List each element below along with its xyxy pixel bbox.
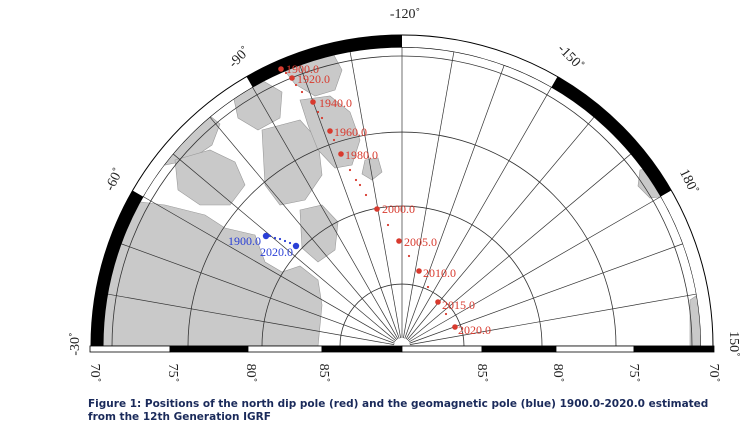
frame-segment (132, 76, 253, 197)
meridian-line (404, 64, 505, 339)
geomagnetic-pole-label: 2020.0 (260, 245, 293, 259)
latitude-label: 85˚ (316, 363, 331, 383)
longitude-label: -120˚ (389, 7, 421, 22)
dip-pole-label: 1960.0 (334, 125, 367, 139)
geomagnetic-pole-track-dot (283, 239, 287, 243)
meridian-line (406, 116, 595, 341)
latitude-label: 80˚ (243, 363, 258, 383)
geomagnetic-pole-track-dot (268, 234, 272, 238)
dip-pole-track-dot (358, 183, 362, 187)
map-frame (89, 34, 715, 353)
latitude-label: 70˚ (87, 363, 102, 383)
dip-pole-track-dot (316, 110, 320, 114)
meridian-line (408, 196, 662, 343)
latitude-label: 75˚ (165, 363, 180, 383)
latitude-label: 80˚ (550, 363, 565, 383)
dip-pole-track-dot (294, 83, 298, 87)
dip-pole-label: 2005.0 (404, 235, 437, 249)
meridian-line (252, 86, 399, 340)
latitude-label: 70˚ (706, 363, 721, 383)
frame-segment (91, 190, 144, 347)
meridian-line (407, 153, 632, 342)
dip-pole-label: 1980.0 (345, 148, 378, 162)
dip-pole-marker (278, 66, 284, 72)
dip-pole-track-dot (444, 312, 448, 316)
dip-pole-marker (327, 128, 333, 134)
frame-segment (551, 76, 672, 197)
dip-pole-track-dot (354, 178, 358, 182)
geomagnetic-pole-track-dot (278, 237, 282, 241)
dip-pole-marker (338, 151, 344, 157)
longitude-label: 150˚ (726, 331, 741, 357)
meridian-line (409, 293, 697, 345)
dip-pole-label: 2020.0 (458, 323, 491, 337)
latitude-label: 75˚ (626, 363, 641, 383)
frame-bottom-segment (247, 345, 323, 353)
frame-segment (401, 35, 558, 88)
frame-bottom-segment (401, 345, 483, 353)
frame-segment (246, 35, 403, 88)
dip-pole-marker (374, 206, 380, 212)
geomagnetic-pole-marker (292, 242, 300, 250)
meridian-line (405, 86, 552, 340)
meridian-line (142, 196, 396, 343)
meridian-line (107, 293, 395, 345)
dip-pole-label: 1920.0 (297, 72, 330, 86)
frame-bottom-segment (555, 345, 635, 353)
dip-pole-marker (435, 299, 441, 305)
meridian-line (172, 153, 397, 342)
frame-bottom-segment (481, 345, 557, 353)
meridian-line (209, 116, 398, 341)
dip-pole-track-dot (426, 285, 430, 289)
dip-pole-marker (289, 75, 295, 81)
geomagnetic-pole-marker (262, 232, 270, 240)
land-mass (174, 149, 246, 206)
dip-pole-track-dot (407, 254, 411, 258)
frame-bottom-segment (633, 345, 715, 353)
dip-pole-label: 2015.0 (442, 298, 475, 312)
figure-caption: Figure 1: Positions of the north dip pol… (88, 398, 709, 423)
meridian-line (120, 243, 395, 344)
latitude-label: 85˚ (474, 363, 489, 383)
dip-pole-track-dot (386, 223, 390, 227)
dip-pole-marker (416, 268, 422, 274)
geomagnetic-pole-track-dot (288, 241, 292, 245)
frame-segment (660, 190, 713, 347)
dip-pole-marker (310, 99, 316, 105)
land-mass (361, 157, 383, 181)
graticule (103, 47, 701, 346)
pole-track-layer (262, 66, 458, 330)
geomagnetic-pole-label: 1900.0 (228, 234, 261, 248)
dip-pole-label: 1900.0 (286, 62, 319, 76)
land-mass (689, 289, 701, 346)
meridian-line (299, 64, 400, 339)
frame-bottom-segment (321, 345, 403, 353)
dip-pole-track-dot (300, 90, 304, 94)
frame-bottom-segment (169, 345, 249, 353)
dip-pole-label: 1940.0 (319, 96, 352, 110)
dip-pole-label: 2010.0 (423, 266, 456, 280)
meridian-line (349, 51, 401, 339)
dip-pole-track-dot (320, 116, 324, 120)
dip-pole-track-dot (364, 193, 368, 197)
frame-bottom-segment (89, 345, 171, 353)
longitude-label: -30˚ (68, 332, 83, 356)
land-layer (103, 47, 701, 346)
meridian-line (409, 243, 684, 344)
dip-pole-track-dot (332, 138, 336, 142)
dip-pole-marker (452, 324, 458, 330)
geomagnetic-pole-track-dot (273, 236, 277, 240)
dip-pole-label: 2000.0 (382, 202, 415, 216)
dip-pole-track-dot (348, 168, 352, 172)
dip-pole-track-dot (284, 71, 288, 75)
frame-outer-edge (90, 34, 714, 347)
dip-pole-marker (396, 238, 402, 244)
meridian-line (403, 51, 455, 339)
